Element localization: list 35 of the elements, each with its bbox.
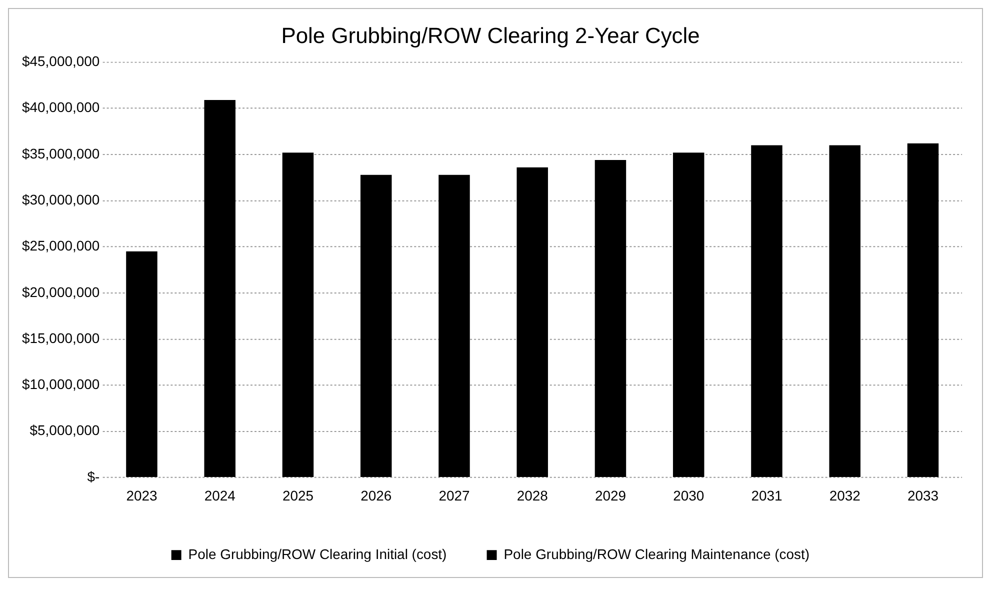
y-tick-label: $-: [87, 468, 100, 484]
x-tick-label: 2032: [829, 488, 861, 504]
bar: [672, 152, 704, 478]
bar: [438, 174, 470, 478]
y-tick-label: $5,000,000: [30, 422, 100, 438]
bar: [594, 160, 626, 478]
y-tick-label: $25,000,000: [22, 238, 100, 254]
y-tick-label: $10,000,000: [22, 376, 100, 392]
y-tick-label: $35,000,000: [22, 145, 100, 162]
y-tick-label: $40,000,000: [22, 99, 100, 116]
x-tick-label: 2025: [282, 488, 314, 504]
bar: [829, 145, 860, 478]
y-tick-label: $15,000,000: [22, 330, 100, 346]
bar: [126, 251, 158, 478]
chart-title: Pole Grubbing/ROW Clearing 2-Year Cycle: [281, 23, 700, 48]
x-tick-label: 2030: [673, 488, 704, 504]
bar: [516, 167, 548, 478]
legend-label: Pole Grubbing/ROW Clearing Initial (cost): [188, 546, 447, 562]
bar: [282, 152, 314, 478]
legend-label: Pole Grubbing/ROW Clearing Maintenance (cost): [504, 546, 810, 562]
bar: [907, 143, 939, 478]
bar: [360, 174, 392, 478]
x-tick-label: 2031: [751, 488, 782, 504]
bar: [751, 145, 782, 478]
x-tick-label: 2026: [360, 488, 392, 504]
y-tick-label: $20,000,000: [22, 284, 100, 300]
x-tick-label: 2024: [204, 488, 236, 504]
x-tick-label: 2033: [907, 488, 939, 504]
bar: [204, 100, 236, 478]
x-tick-label: 2027: [438, 488, 470, 504]
x-tick-label: 2023: [126, 488, 158, 504]
x-tick-label: 2029: [594, 488, 626, 504]
y-tick-label: $30,000,000: [22, 192, 100, 208]
y-tick-label: $45,000,000: [22, 53, 100, 70]
x-tick-label: 2028: [516, 488, 548, 504]
